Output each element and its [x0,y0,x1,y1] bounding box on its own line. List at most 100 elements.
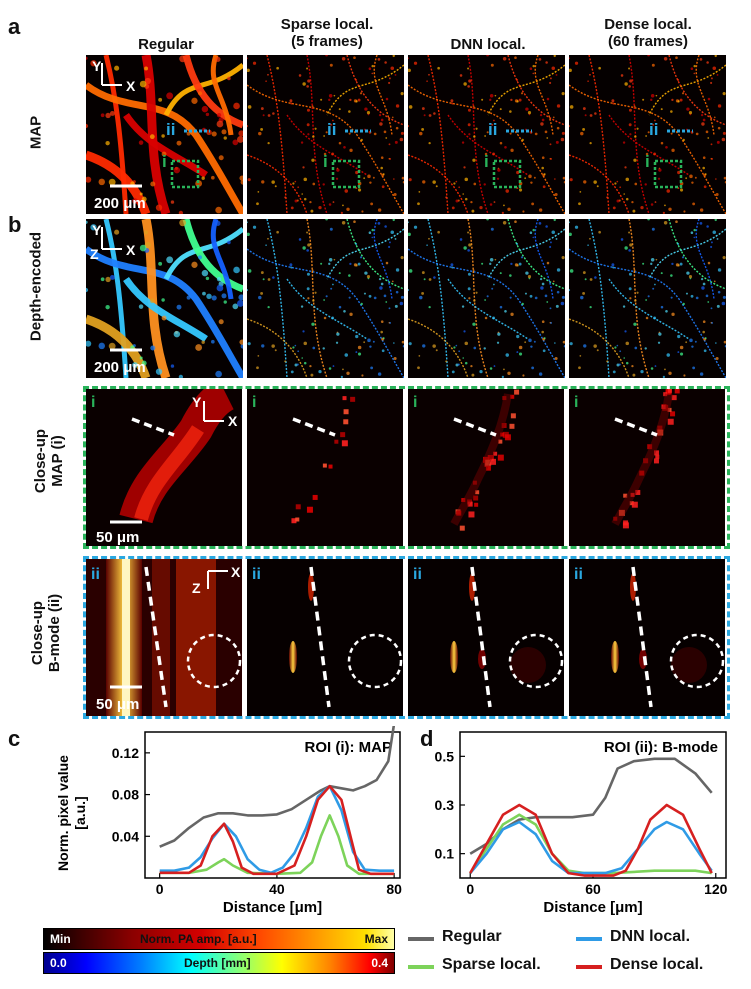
vessel-speck [360,138,363,142]
vessel-speck [238,294,243,301]
colorbar-pa: Min Norm. PA amp. [a.u.] Max [43,928,395,950]
vessel-speck [461,141,465,144]
vessel-speck [629,243,633,247]
vessel-speck [640,370,644,374]
vessel-speck [357,188,362,192]
vessel-speck [357,345,362,350]
x-tick-label: 120 [704,881,728,897]
series-line-dnn [469,820,713,875]
y-tick-label: 0.5 [435,748,455,764]
vessel-speck [309,200,312,204]
vessel-speck [514,220,517,224]
vessel-speck [462,357,465,359]
vessel-speck [657,341,661,344]
vessel-speck [563,181,565,184]
vessel-speck [677,351,680,354]
vessel-speck [294,344,297,347]
vessel-speck [616,180,619,183]
vessel-speck [394,304,398,308]
localization-pixel [670,411,676,417]
vessel-speck [640,206,644,210]
vessel-speck [681,256,685,259]
vessel-speck [481,262,484,265]
vessel-speck [569,178,573,182]
vessel-speck [489,258,494,262]
vessel-speck [330,287,333,290]
series-line-dense [159,784,395,876]
legend-label-regular: Regular [442,928,502,945]
vessel-speck [682,138,685,142]
localization-pixel [493,451,498,456]
vessel [373,219,393,300]
vessel [408,84,565,214]
localization-pixel [322,463,327,468]
vessel-speck [527,275,532,279]
vessel-speck [150,345,156,351]
depth-image-regular: Y X Z 200 μm [86,219,243,378]
vessel-speck [509,132,512,135]
roi-i-box [170,159,200,189]
bmode-spot [469,573,475,601]
vessel-speck [221,129,227,135]
vessel-speck [297,350,300,353]
vessel-speck [325,131,328,134]
roi-circle [186,633,242,689]
vessel-speck [399,301,404,306]
profile-line [631,566,653,708]
vessel-speck [489,94,494,98]
vessel-speck [664,204,666,207]
vessel-speck [290,266,293,269]
vessel-speck [218,155,224,161]
vessel-speck [306,108,310,112]
localization-pixel [630,492,635,497]
vessel-speck [98,178,106,186]
y-axis-label: [a.u.] [72,796,88,829]
vessel-speck [408,105,413,109]
vessel-speck [450,99,454,103]
vessel-speck [711,157,714,160]
roi-i-label: i [645,152,650,171]
vessel-speck [139,244,147,252]
vessel-speck [349,148,353,152]
vessel-speck [553,219,556,222]
vessel-speck [472,322,476,326]
vessel-speck [265,80,267,82]
vessel-speck [710,307,713,310]
vessel-speck [555,140,559,144]
vessel-speck [677,170,681,175]
vessel-speck [261,180,265,184]
localization-pixel [502,396,507,401]
vessel-speck [569,269,574,273]
vessel-speck [467,67,470,70]
y-tick-label: 0.12 [112,745,139,761]
vessel-speck [459,74,463,77]
vessel-speck [481,98,484,101]
vessel-speck [690,67,694,70]
vessel-speck [247,342,251,346]
vessel-speck [505,189,510,193]
vessel-speck [625,177,630,182]
vessel-speck [391,116,394,119]
legend-item-dense: Dense local. [574,954,744,980]
vessel-speck [155,204,163,211]
vessel-speck [467,85,470,88]
localization-pixel [667,418,674,425]
vessel-speck [532,72,535,75]
localization-pixel [485,459,492,466]
vessel-speck [349,312,353,316]
localization-pixel [497,454,504,461]
vessel-speck [554,342,556,344]
roi-ii-label: ii [252,566,261,583]
vessel-speck [302,330,305,333]
col-title-dense: Dense local. (60 frames) [604,16,692,50]
vessel-speck [625,197,629,201]
vessel-speck [463,246,467,250]
vessel [487,228,565,280]
vessel-speck [262,114,265,117]
vessel-speck [437,66,440,70]
vessel-speck [256,366,259,370]
vessel-speck [310,373,314,377]
vessel-speck [628,85,631,88]
vessel-speck [689,338,693,343]
vessel-speck [636,291,639,294]
